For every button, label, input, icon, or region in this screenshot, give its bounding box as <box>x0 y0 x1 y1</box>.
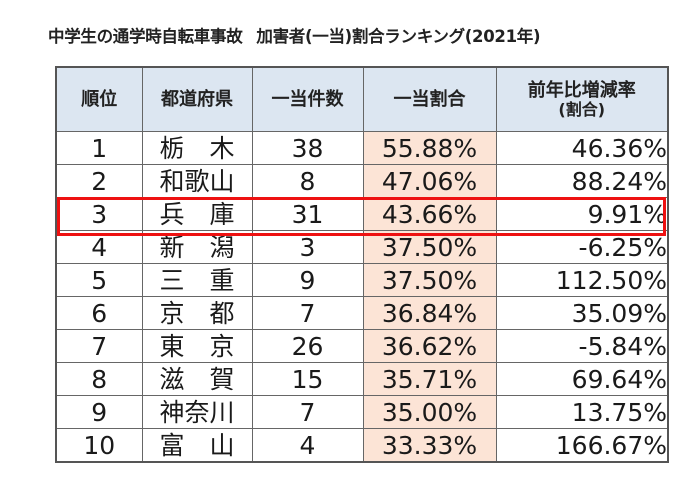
count-cell: 8 <box>251 164 364 198</box>
count-cell: 15 <box>251 362 364 396</box>
prefecture-cell: 神奈川 <box>141 395 253 429</box>
rank-cell: 2 <box>55 164 143 198</box>
count-cell: 31 <box>251 197 364 231</box>
prefecture-cell: 滋 賀 <box>141 362 253 396</box>
count-cell: 26 <box>251 329 364 363</box>
change-cell: 13.75% <box>495 395 669 429</box>
count-cell: 7 <box>251 395 364 429</box>
table-row: 9 神奈川 7 35.00% 13.75% <box>55 395 669 429</box>
rank-cell: 4 <box>55 230 143 264</box>
title-main: 中学生の通学時自転車事故 <box>48 27 243 46</box>
page-title: 中学生の通学時自転車事故 加害者(一当)割合ランキング(2021年) <box>48 23 688 47</box>
count-cell: 9 <box>251 263 364 297</box>
header-count: 一当件数 <box>251 66 364 132</box>
rank-cell: 1 <box>55 131 143 165</box>
share-cell: 37.50% <box>362 230 497 264</box>
prefecture-cell: 新 潟 <box>141 230 253 264</box>
prefecture-cell: 兵 庫 <box>141 197 253 231</box>
prefecture-cell: 三 重 <box>141 263 253 297</box>
rank-cell: 10 <box>55 428 143 463</box>
table-row-highlighted: 3 兵 庫 31 43.66% 9.91% <box>55 197 669 231</box>
header-rank: 順位 <box>55 66 143 132</box>
share-cell: 55.88% <box>362 131 497 165</box>
title-sub: 加害者(一当)割合ランキング(2021年) <box>256 27 541 46</box>
header-change-line1: 前年比増減率 <box>527 79 636 101</box>
share-cell: 47.06% <box>362 164 497 198</box>
header-change-line2: (割合) <box>558 99 606 119</box>
share-cell: 36.62% <box>362 329 497 363</box>
share-cell: 37.50% <box>362 263 497 297</box>
change-cell: 88.24% <box>495 164 669 198</box>
rank-cell: 9 <box>55 395 143 429</box>
count-cell: 7 <box>251 296 364 330</box>
change-cell: 112.50% <box>495 263 669 297</box>
count-cell: 3 <box>251 230 364 264</box>
rank-cell: 3 <box>55 197 143 231</box>
header-row: 順位 都道府県 一当件数 一当割合 前年比増減率 (割合) <box>55 66 669 132</box>
change-cell: 35.09% <box>495 296 669 330</box>
count-cell: 4 <box>251 428 364 463</box>
change-cell: -5.84% <box>495 329 669 363</box>
table-row: 2 和歌山 8 47.06% 88.24% <box>55 164 669 198</box>
header-share: 一当割合 <box>362 66 497 132</box>
ranking-table: 順位 都道府県 一当件数 一当割合 前年比増減率 (割合) 1 栃 木 38 5… <box>55 66 669 463</box>
change-cell: 69.64% <box>495 362 669 396</box>
prefecture-cell: 和歌山 <box>141 164 253 198</box>
table-row: 5 三 重 9 37.50% 112.50% <box>55 263 669 297</box>
prefecture-cell: 京 都 <box>141 296 253 330</box>
share-cell: 36.84% <box>362 296 497 330</box>
table-row: 1 栃 木 38 55.88% 46.36% <box>55 131 669 165</box>
rank-cell: 6 <box>55 296 143 330</box>
change-cell: 46.36% <box>495 131 669 165</box>
prefecture-cell: 東 京 <box>141 329 253 363</box>
table-row: 10 富 山 4 33.33% 166.67% <box>55 428 669 463</box>
header-prefecture: 都道府県 <box>141 66 253 132</box>
table-row: 7 東 京 26 36.62% -5.84% <box>55 329 669 363</box>
prefecture-cell: 富 山 <box>141 428 253 463</box>
share-cell: 33.33% <box>362 428 497 463</box>
share-cell: 35.00% <box>362 395 497 429</box>
change-cell: 9.91% <box>495 197 669 231</box>
count-cell: 38 <box>251 131 364 165</box>
rank-cell: 8 <box>55 362 143 396</box>
change-cell: -6.25% <box>495 230 669 264</box>
table-row: 6 京 都 7 36.84% 35.09% <box>55 296 669 330</box>
rank-cell: 5 <box>55 263 143 297</box>
change-cell: 166.67% <box>495 428 669 463</box>
table-row: 4 新 潟 3 37.50% -6.25% <box>55 230 669 264</box>
header-change: 前年比増減率 (割合) <box>495 66 669 132</box>
prefecture-cell: 栃 木 <box>141 131 253 165</box>
share-cell: 43.66% <box>362 197 497 231</box>
rank-cell: 7 <box>55 329 143 363</box>
table-row: 8 滋 賀 15 35.71% 69.64% <box>55 362 669 396</box>
share-cell: 35.71% <box>362 362 497 396</box>
